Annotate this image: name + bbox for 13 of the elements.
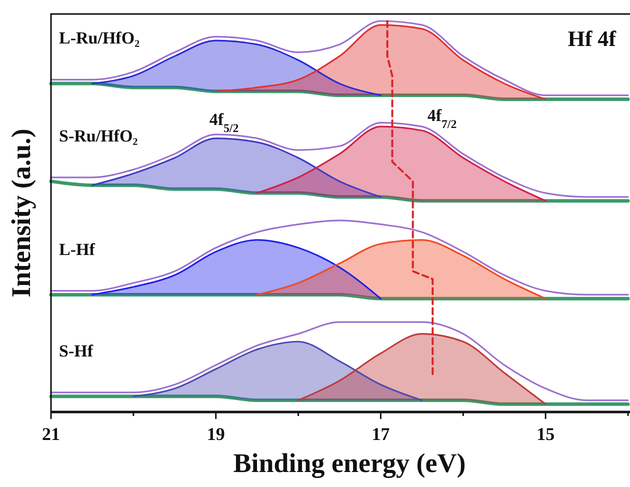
x-axis-title: Binding energy (eV) [233, 448, 466, 478]
annotation: 4f$_{7/2}$ [427, 106, 457, 131]
y-axis-title: Intensity (a.u.) [6, 128, 36, 298]
annotation: Hf 4f [568, 26, 617, 51]
x-tick-label: 17 [372, 424, 390, 444]
x-tick-label: 19 [206, 424, 225, 444]
series-label: L-Ru/HfO₂ [59, 28, 140, 48]
series-label: S-Hf [59, 341, 94, 360]
annotation: 4f$_{5/2}$ [209, 110, 239, 135]
series-label: L-Hf [59, 240, 96, 259]
series-label: S-Ru/HfO₂ [59, 126, 138, 146]
x-tick-label: 15 [536, 424, 555, 444]
x-tick-label: 21 [42, 424, 60, 444]
